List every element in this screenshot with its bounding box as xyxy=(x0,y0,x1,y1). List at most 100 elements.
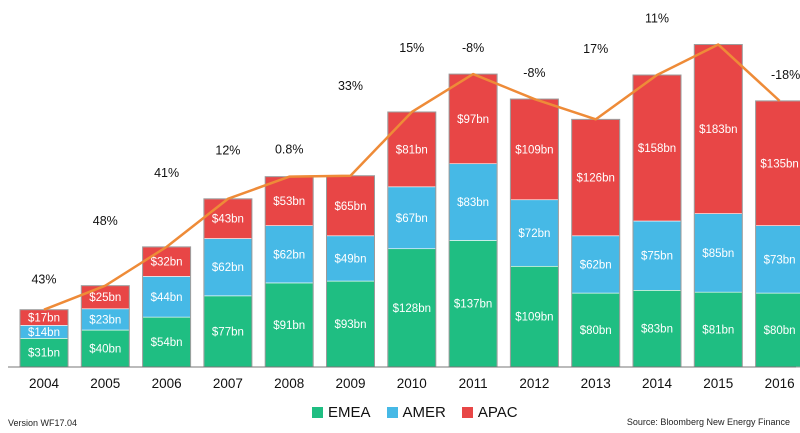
data-label-emea-2008: $91bn xyxy=(273,320,305,332)
growth-label-8: -8% xyxy=(462,41,484,55)
data-label-amer-2005: $23bn xyxy=(89,314,121,326)
legend-label-apac: APAC xyxy=(477,404,518,421)
data-label-emea-2007: $77bn xyxy=(212,326,244,338)
bar-emea-2006 xyxy=(142,316,191,368)
data-label-amer-2008: $62bn xyxy=(273,249,305,261)
source-note: Source: Bloomberg New Energy Finance xyxy=(626,417,790,427)
bar-apac-2012 xyxy=(510,98,559,201)
data-label-apac-2015: $183bn xyxy=(699,124,737,136)
data-label-amer-2004: $14bn xyxy=(28,327,60,339)
data-label-apac-2010: $81bn xyxy=(396,144,428,156)
bar-emea-2011 xyxy=(448,240,498,368)
data-label-emea-2014: $83bn xyxy=(641,324,673,336)
x-tick-label-2008: 2008 xyxy=(274,376,304,391)
x-tick-label-2012: 2012 xyxy=(519,376,549,391)
bar-amer-2007 xyxy=(203,238,253,297)
legend: EMEA AMER APAC xyxy=(312,404,518,421)
data-label-emea-2004: $31bn xyxy=(28,348,60,360)
data-label-apac-2005: $25bn xyxy=(89,292,121,304)
bar-apac-2006 xyxy=(142,246,191,277)
data-label-emea-2005: $40bn xyxy=(89,344,121,356)
data-label-apac-2013: $126bn xyxy=(577,173,615,185)
bar-emea-2013 xyxy=(571,292,621,368)
data-label-emea-2013: $80bn xyxy=(580,325,612,337)
data-label-amer-2012: $72bn xyxy=(518,228,550,240)
bar-amer-2015 xyxy=(693,213,743,293)
bar-apac-2009 xyxy=(326,175,375,237)
bar-amer-2010 xyxy=(387,186,437,250)
x-tick-label-2014: 2014 xyxy=(642,376,673,391)
data-label-emea-2011: $137bn xyxy=(454,299,492,311)
growth-label-1: 43% xyxy=(31,273,56,287)
data-label-apac-2004: $17bn xyxy=(28,313,60,325)
bar-amer-2006 xyxy=(142,276,191,318)
data-label-emea-2009: $93bn xyxy=(335,319,367,331)
data-label-emea-2010: $128bn xyxy=(393,303,431,315)
legend-swatch-apac xyxy=(461,407,473,418)
bar-apac-2011 xyxy=(448,73,498,165)
x-tick-label-2013: 2013 xyxy=(581,376,611,391)
version-note: Version WF17.04 xyxy=(8,418,78,428)
data-label-amer-2009: $49bn xyxy=(335,253,367,265)
bar-apac-2013 xyxy=(571,119,621,237)
bar-apac-2015 xyxy=(693,44,743,214)
growth-label-6: 33% xyxy=(338,79,363,93)
growth-line xyxy=(43,43,781,311)
bar-emea-2010 xyxy=(387,248,437,368)
x-tick-label-2005: 2005 xyxy=(90,376,120,391)
data-label-amer-2016: $73bn xyxy=(764,254,796,266)
x-tick-label-2011: 2011 xyxy=(459,376,488,391)
data-label-emea-2006: $54bn xyxy=(151,337,183,349)
data-label-emea-2016: $80bn xyxy=(764,325,796,337)
data-label-emea-2012: $109bn xyxy=(515,312,553,324)
bar-apac-2010 xyxy=(387,111,437,188)
legend-item-apac: APAC xyxy=(461,404,518,421)
legend-label-emea: EMEA xyxy=(328,404,371,421)
bar-apac-2014 xyxy=(632,74,682,222)
legend-swatch-emea xyxy=(312,407,323,418)
data-label-apac-2007: $43bn xyxy=(212,214,244,226)
data-label-apac-2016: $135bn xyxy=(760,158,798,170)
legend-swatch-amer xyxy=(386,407,398,418)
legend-item-emea: EMEA xyxy=(312,404,371,421)
bar-emea-2004 xyxy=(19,338,69,368)
x-tick-label-2016: 2016 xyxy=(765,376,795,391)
bar-emea-2008 xyxy=(264,282,314,368)
x-tick-label-2010: 2010 xyxy=(397,376,427,391)
growth-label-5: 0.8% xyxy=(275,143,304,157)
x-tick-label-2006: 2006 xyxy=(152,376,182,391)
data-label-apac-2012: $109bn xyxy=(515,144,553,156)
growth-label-7: 15% xyxy=(399,41,424,55)
data-label-amer-2007: $62bn xyxy=(212,262,244,274)
data-label-amer-2011: $83bn xyxy=(457,197,489,209)
data-label-apac-2008: $53bn xyxy=(273,196,305,208)
data-label-amer-2015: $85bn xyxy=(702,248,734,260)
bar-emea-2016 xyxy=(755,292,800,368)
x-tick-label-2007: 2007 xyxy=(213,376,243,391)
growth-label-2: 48% xyxy=(93,214,118,228)
data-label-amer-2010: $67bn xyxy=(396,213,428,225)
x-tick-label-2009: 2009 xyxy=(335,376,365,391)
data-label-amer-2014: $75bn xyxy=(641,251,673,263)
legend-item-amer: AMER xyxy=(386,404,446,421)
x-tick-label-2015: 2015 xyxy=(703,376,733,391)
bar-emea-2005 xyxy=(81,329,130,368)
legend-label-amer: AMER xyxy=(402,404,446,421)
growth-label-11: 11% xyxy=(645,12,669,26)
growth-label-4: 12% xyxy=(215,144,240,158)
data-label-amer-2006: $44bn xyxy=(151,292,183,304)
data-label-apac-2009: $65bn xyxy=(335,201,367,213)
bar-amer-2012 xyxy=(510,199,559,267)
growth-label-10: 17% xyxy=(583,42,608,56)
bar-apac-2007 xyxy=(203,198,253,239)
bar-emea-2015 xyxy=(693,291,743,368)
growth-label-3: 41% xyxy=(154,166,179,180)
data-label-amer-2013: $62bn xyxy=(580,259,612,271)
data-label-apac-2011: $97bn xyxy=(457,114,489,126)
data-label-emea-2015: $81bn xyxy=(702,325,734,337)
data-label-apac-2006: $32bn xyxy=(151,257,183,269)
x-tick-label-2004: 2004 xyxy=(29,376,60,391)
data-label-apac-2014: $158bn xyxy=(638,143,676,155)
growth-label-12: -18% xyxy=(771,68,800,82)
